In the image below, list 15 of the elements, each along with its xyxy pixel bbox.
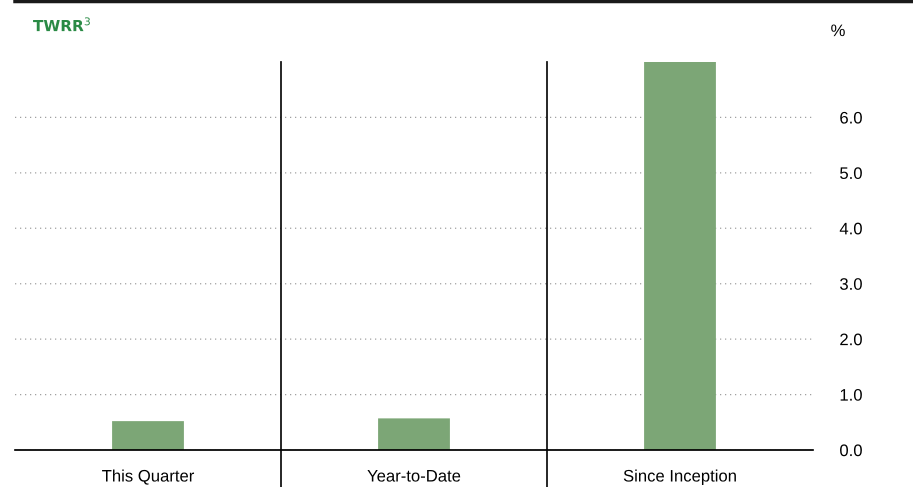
bar xyxy=(644,62,716,450)
bar xyxy=(112,421,184,450)
y-tick-label: 4.0 xyxy=(840,222,862,234)
x-tick-label: Since Inception xyxy=(624,469,736,485)
bar xyxy=(378,418,450,450)
y-tick-label: 5.0 xyxy=(840,167,862,180)
y-axis-title: % xyxy=(831,24,845,36)
x-tick-label: This Quarter xyxy=(102,469,194,485)
y-tick-label: 1.0 xyxy=(840,388,862,401)
y-tick-label: 2.0 xyxy=(840,334,862,346)
y-tick-label: 6.0 xyxy=(840,112,862,124)
chart-title: TWRR$^{3}$ xyxy=(33,17,90,32)
y-tick-label: 3.0 xyxy=(840,278,862,290)
x-tick-label: Year-to-Date xyxy=(367,470,460,482)
y-tick-label: 0.0 xyxy=(840,444,862,456)
